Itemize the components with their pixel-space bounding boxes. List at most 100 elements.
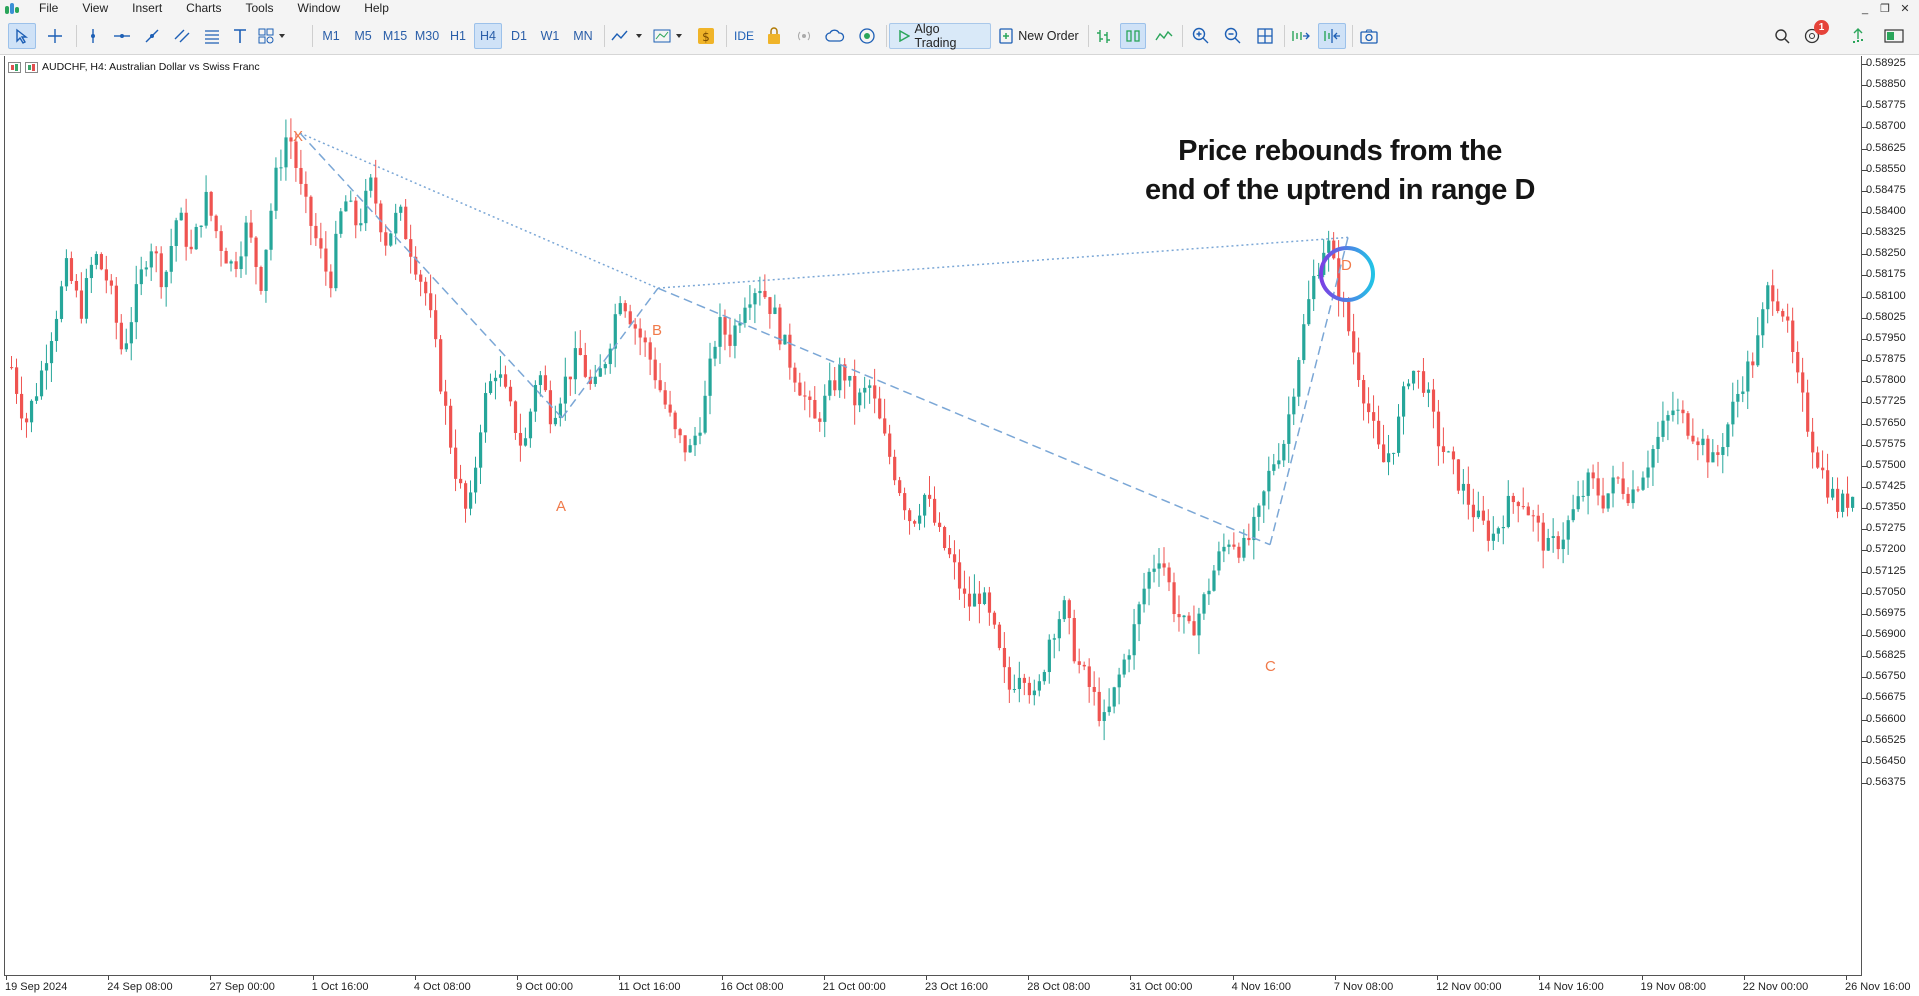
chart-type-icon[interactable] (610, 23, 646, 49)
ide-button[interactable]: IDE (733, 29, 754, 43)
minimize-button[interactable]: _ (1861, 2, 1869, 15)
time-axis-tick (721, 976, 723, 980)
candle-body (1561, 539, 1565, 550)
candle-body (1002, 647, 1007, 668)
timeframe-m30[interactable]: M30 (414, 29, 440, 43)
time-axis-tick (1334, 976, 1336, 980)
candle-body (449, 405, 453, 448)
price-axis-label: 0.57875 (1866, 353, 1906, 366)
candle-body (359, 223, 363, 226)
candle-body (1446, 451, 1451, 453)
timeframe-h4[interactable]: H4 (474, 23, 502, 49)
candle-body (1761, 309, 1765, 336)
restore-button[interactable]: ❐ (1880, 3, 1890, 15)
candle-body (668, 404, 672, 413)
crosshair-icon[interactable] (42, 23, 68, 49)
candle-body (1097, 691, 1101, 722)
candle-body (633, 324, 637, 329)
price-axis-label: 0.58250 (1866, 247, 1906, 260)
menu-file[interactable]: File (39, 1, 59, 15)
fibonacci-icon[interactable] (200, 23, 224, 49)
chart-plot-area[interactable] (4, 56, 1862, 976)
dollar-icon[interactable]: $ (694, 23, 718, 49)
candle-body (673, 412, 677, 430)
candle-body (498, 374, 503, 378)
annotation-line-2: end of the uptrend in range D (1145, 174, 1535, 206)
algo-trading-button[interactable]: Algo Trading (889, 22, 991, 50)
notifications-icon[interactable]: 1 (1800, 20, 1829, 49)
search-icon[interactable] (1770, 23, 1794, 49)
candle-body (1431, 389, 1436, 412)
screenshot-icon[interactable] (1356, 23, 1382, 49)
candle-body (39, 370, 44, 397)
candle-body (898, 480, 902, 494)
horizontal-line-icon[interactable] (110, 23, 134, 49)
chart-window[interactable]: AUDCHF, H4: Australian Dollar vs Swiss F… (0, 56, 1919, 996)
candle-body (1122, 659, 1126, 675)
candle-body (1661, 420, 1665, 437)
price-axis-label: 0.58025 (1866, 310, 1906, 323)
close-button[interactable]: ✕ (1900, 3, 1910, 15)
candle-body (937, 522, 942, 528)
candlestick-chart[interactable] (0, 56, 1919, 996)
candle-body (1701, 438, 1705, 446)
zoom-out-icon[interactable] (1220, 23, 1246, 49)
candle-body (1202, 594, 1206, 614)
candle-body (763, 290, 767, 298)
candle-body (977, 593, 982, 605)
signal-strength-icon[interactable] (1846, 23, 1870, 49)
autoscroll-icon[interactable] (1288, 23, 1314, 49)
menu-window[interactable]: Window (297, 1, 341, 15)
tile-windows-icon[interactable] (1252, 23, 1278, 49)
timeframe-m5[interactable]: M5 (354, 29, 372, 43)
zoom-in-icon[interactable] (1188, 23, 1214, 49)
candle-body (1307, 299, 1311, 325)
menu-charts[interactable]: Charts (186, 1, 222, 15)
vertical-line-icon[interactable] (82, 23, 104, 49)
price-axis-label: 0.56975 (1866, 606, 1906, 619)
price-axis-label: 0.57575 (1866, 437, 1906, 450)
channel-icon[interactable] (170, 23, 194, 49)
shapes-dropdown-icon[interactable] (256, 23, 290, 49)
timeframe-mn[interactable]: MN (573, 29, 593, 43)
timeframe-w1[interactable]: W1 (540, 29, 560, 43)
timeframe-h1[interactable]: H1 (450, 29, 466, 43)
menu-tools[interactable]: Tools (245, 1, 274, 15)
indicators-icon[interactable] (652, 23, 688, 49)
bar-chart-icon[interactable] (1092, 23, 1116, 49)
menu-view[interactable]: View (82, 1, 109, 15)
line-chart-icon[interactable] (1152, 23, 1176, 49)
candle-body (1436, 411, 1441, 447)
candle-body (424, 281, 428, 294)
timeframe-m1[interactable]: M1 (322, 29, 340, 43)
candle-body (1362, 380, 1366, 404)
candle-body (1107, 706, 1111, 713)
price-axis-label: 0.57275 (1866, 522, 1906, 535)
candle-body (758, 290, 762, 294)
timeframe-d1[interactable]: D1 (511, 29, 527, 43)
candle-body (478, 432, 483, 468)
candles-icon[interactable] (1120, 23, 1146, 49)
candle-body (618, 303, 622, 315)
candle-body (54, 318, 59, 342)
new-order-button[interactable]: New Order (996, 23, 1082, 49)
account-panel-icon[interactable] (1880, 23, 1908, 49)
text-tool-icon[interactable] (230, 23, 250, 49)
candle-body (1646, 467, 1650, 478)
candle-body (952, 554, 957, 563)
candle-body (94, 254, 99, 265)
timeframe-m15[interactable]: M15 (382, 29, 408, 43)
trendline-icon[interactable] (140, 23, 164, 49)
candle-body (399, 206, 403, 213)
menu-help[interactable]: Help (364, 1, 389, 15)
vps-icon[interactable] (854, 23, 880, 49)
market-lock-icon[interactable] (762, 23, 786, 49)
chart-shift-icon[interactable] (1318, 23, 1346, 49)
candle-body (493, 377, 498, 382)
price-axis-tick (1862, 275, 1867, 277)
cloud-icon[interactable] (822, 23, 848, 49)
menu-insert[interactable]: Insert (132, 1, 163, 15)
candle-body (1252, 516, 1256, 541)
signal-icon[interactable] (792, 23, 816, 49)
cursor-tool-icon[interactable] (8, 23, 36, 49)
